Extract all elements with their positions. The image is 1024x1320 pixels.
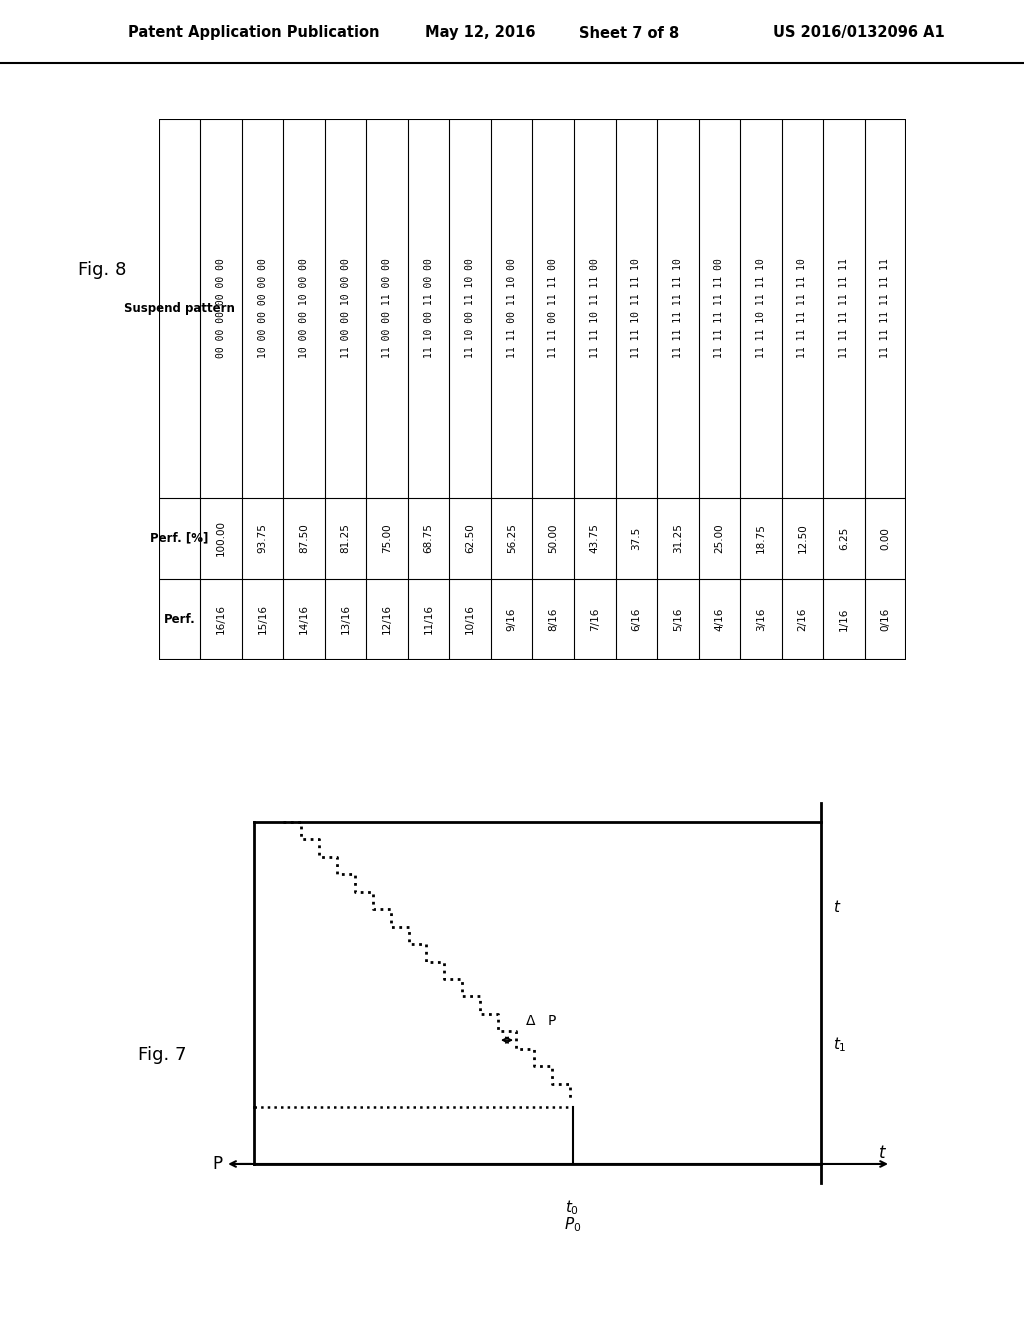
Text: 3/16: 3/16 (756, 607, 766, 631)
Text: 8/16: 8/16 (548, 607, 558, 631)
Text: $t_1$: $t_1$ (833, 1035, 847, 1053)
Text: 6.25: 6.25 (839, 527, 849, 550)
Text: 2/16: 2/16 (798, 607, 807, 631)
Text: 75.00: 75.00 (382, 524, 392, 553)
Text: Suspend pattern: Suspend pattern (124, 302, 234, 314)
Text: 11 11 10 11 11 00: 11 11 10 11 11 00 (590, 259, 600, 358)
Text: 87.50: 87.50 (299, 523, 309, 553)
Text: 11 10 00 11 00 00: 11 10 00 11 00 00 (424, 259, 433, 358)
Text: 11 11 10 11 11 10: 11 11 10 11 11 10 (632, 259, 641, 358)
Text: 11 10 00 11 10 00: 11 10 00 11 10 00 (465, 259, 475, 358)
Text: Perf.: Perf. (164, 612, 196, 626)
Text: Fig. 7: Fig. 7 (138, 1045, 186, 1064)
Text: $P_0$: $P_0$ (564, 1216, 582, 1234)
Text: 11 11 00 11 10 00: 11 11 00 11 10 00 (507, 259, 517, 358)
Text: 11/16: 11/16 (424, 605, 433, 635)
Text: $t_0$: $t_0$ (565, 1199, 580, 1217)
Text: 15/16: 15/16 (258, 605, 267, 635)
Text: 43.75: 43.75 (590, 523, 600, 553)
Text: 68.75: 68.75 (424, 523, 433, 553)
Text: 11 11 00 11 11 00: 11 11 00 11 11 00 (548, 259, 558, 358)
Text: 7/16: 7/16 (590, 607, 600, 631)
Text: 56.25: 56.25 (507, 523, 517, 553)
Text: 10 00 00 00 00 00: 10 00 00 00 00 00 (258, 259, 267, 358)
Text: 1/16: 1/16 (839, 607, 849, 631)
Text: 11 11 11 11 11 00: 11 11 11 11 11 00 (715, 259, 724, 358)
Text: 11 11 11 11 11 10: 11 11 11 11 11 10 (673, 259, 683, 358)
Text: 12/16: 12/16 (382, 605, 392, 635)
Text: 11 00 00 11 00 00: 11 00 00 11 00 00 (382, 259, 392, 358)
Text: 11 11 11 11 11 10: 11 11 11 11 11 10 (798, 259, 807, 358)
Text: 11 11 10 11 11 10: 11 11 10 11 11 10 (756, 259, 766, 358)
Text: 9/16: 9/16 (507, 607, 517, 631)
Text: 0/16: 0/16 (881, 607, 891, 631)
Text: 00 00 00 00 00 00: 00 00 00 00 00 00 (216, 259, 226, 358)
Text: 10/16: 10/16 (465, 605, 475, 635)
Text: 0.00: 0.00 (881, 527, 891, 549)
Text: Perf. [%]: Perf. [%] (151, 532, 209, 545)
Text: 100.00: 100.00 (216, 520, 226, 556)
Text: 81.25: 81.25 (341, 523, 350, 553)
Text: 5/16: 5/16 (673, 607, 683, 631)
Text: 11 11 11 11 11 11: 11 11 11 11 11 11 (881, 259, 891, 358)
Text: 11 00 00 10 00 00: 11 00 00 10 00 00 (341, 259, 350, 358)
Text: Fig. 8: Fig. 8 (78, 261, 127, 280)
Text: 93.75: 93.75 (258, 523, 267, 553)
Text: Sheet 7 of 8: Sheet 7 of 8 (579, 25, 679, 41)
Text: 25.00: 25.00 (715, 524, 724, 553)
Text: 50.00: 50.00 (548, 524, 558, 553)
Text: 31.25: 31.25 (673, 523, 683, 553)
Text: 10 00 00 10 00 00: 10 00 00 10 00 00 (299, 259, 309, 358)
Text: 16/16: 16/16 (216, 605, 226, 635)
Text: 6/16: 6/16 (632, 607, 641, 631)
Text: May 12, 2016: May 12, 2016 (425, 25, 536, 41)
Text: $\Delta$: $\Delta$ (524, 1014, 536, 1028)
Text: 14/16: 14/16 (299, 605, 309, 635)
Text: 4/16: 4/16 (715, 607, 724, 631)
Text: 11 11 11 11 11 11: 11 11 11 11 11 11 (839, 259, 849, 358)
Text: 37.5: 37.5 (632, 527, 641, 550)
Text: 13/16: 13/16 (341, 605, 350, 635)
Text: P: P (548, 1014, 556, 1028)
Text: 18.75: 18.75 (756, 523, 766, 553)
Text: 62.50: 62.50 (465, 523, 475, 553)
Text: t: t (833, 900, 839, 915)
Text: Patent Application Publication: Patent Application Publication (128, 25, 380, 41)
Text: t: t (880, 1143, 886, 1162)
Text: P: P (212, 1155, 222, 1173)
Text: 12.50: 12.50 (798, 523, 807, 553)
Text: US 2016/0132096 A1: US 2016/0132096 A1 (773, 25, 945, 41)
